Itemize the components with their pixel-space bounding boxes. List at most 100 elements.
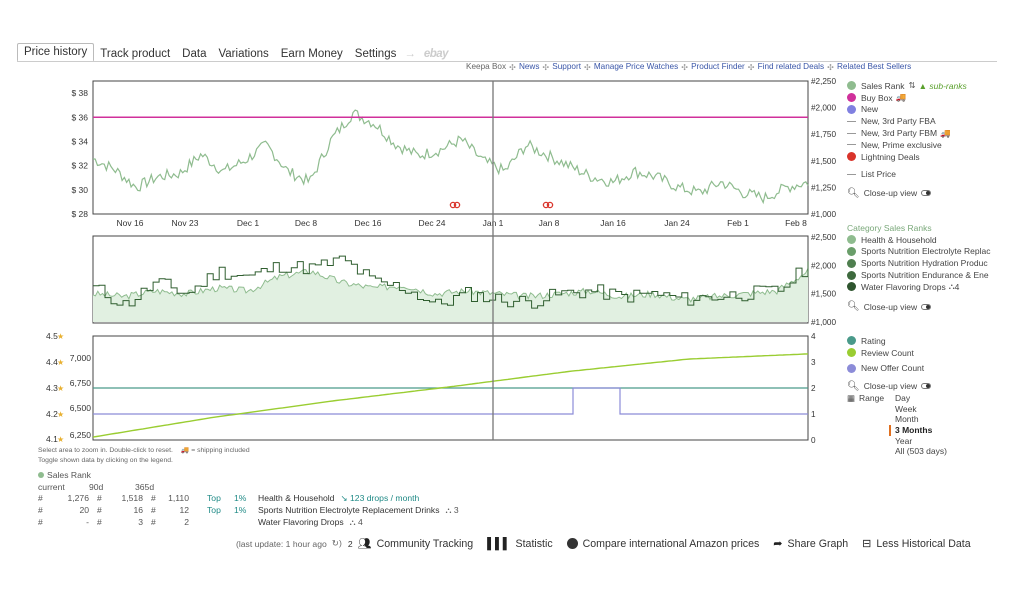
legend-label: Water Flavoring Drops [861, 281, 946, 292]
drops-per-month[interactable]: ↘ 123 drops / month [340, 492, 420, 503]
legend-new-prime[interactable]: New, Prime exclusive [847, 139, 967, 151]
tab-earn-money[interactable]: Earn Money [280, 48, 343, 60]
date-tick-label: Dec 1 [237, 218, 259, 228]
price-history-charts[interactable]: $ 38 $ 36 $ 34 $ 32 $ 30 $ 28 #2,250 #2,000 #1,… [0, 70, 845, 448]
plus-icon: ✣ [747, 63, 755, 72]
closeup-label: Close-up view [863, 381, 918, 392]
range-month[interactable]: Month [895, 414, 919, 425]
legend-cat-health[interactable]: Health & Household [847, 234, 990, 246]
category-name[interactable]: Sports Nutrition Electrolyte Replacement… [258, 505, 440, 516]
category-name[interactable]: Health & Household [258, 493, 335, 504]
legend-sales-rank[interactable]: Sales Rank ⇅ ▲ sub-ranks [847, 80, 967, 92]
tab-variations[interactable]: Variations [218, 48, 269, 60]
link-manage-price-watches[interactable]: Manage Price Watches [593, 62, 679, 71]
top-label: Top [207, 493, 221, 504]
magnifier-icon: 🔍︎ [847, 187, 860, 199]
compare-prices-button[interactable]: Compare international Amazon prices [566, 537, 760, 550]
current-rank: 20 [79, 505, 89, 516]
review-count-tick-label: 6,500 [70, 403, 92, 413]
less-historical-data-button[interactable]: ⊟ Less Historical Data [862, 537, 970, 551]
tab-ebay[interactable]: ebay [423, 48, 449, 60]
refresh-icon[interactable]: ↻) [331, 538, 342, 548]
legend-cat-endurance[interactable]: Sports Nutrition Endurance & Ene [847, 269, 990, 281]
legend-new-offer-count[interactable]: New Offer Count [847, 363, 947, 375]
category-tick-label: #1,000 [811, 318, 836, 327]
legend-new[interactable]: New [847, 104, 967, 116]
share-graph-button[interactable]: ➦ Share Graph [773, 537, 848, 551]
legend-cat-hydration[interactable]: Sports Nutrition Hydration Produc [847, 257, 990, 269]
category-rank-chart[interactable]: #2,500 #2,000 #1,500 #1,000 [92, 233, 836, 327]
range-week[interactable]: Week [895, 403, 917, 414]
category-name[interactable]: Water Flavoring Drops [258, 517, 344, 528]
legend-buy-box[interactable]: Buy Box 🚚 [847, 92, 967, 104]
rating-chart[interactable]: 4.5 ★4.4 ★4.3 ★4.2 ★4.1 ★7,0006,7506,5006,250… [46, 331, 816, 445]
rank-tick-label: #1,000 [811, 210, 836, 219]
bottom-toolbar: (last update: 1 hour ago ↻) 2 👥︎ Community … [236, 537, 985, 551]
link-keepa-box[interactable]: Keepa Box [466, 62, 507, 71]
lightning-deal-markers [449, 201, 554, 209]
tab-data[interactable]: Data [182, 48, 207, 60]
legend-review-count[interactable]: Review Count [847, 347, 947, 359]
legend-label: List Price [861, 169, 896, 180]
legend-rating[interactable]: Rating [847, 335, 947, 347]
star-icon: ★ [57, 358, 64, 367]
link-product-finder[interactable]: Product Finder [691, 62, 745, 71]
closeup-toggle-price[interactable]: 🔍︎ Close-up view [847, 187, 967, 199]
legend-cat-electrolyte[interactable]: Sports Nutrition Electrolyte Replac [847, 246, 990, 258]
toggle-icon[interactable] [921, 383, 932, 390]
closeup-toggle-category[interactable]: 🔍︎ Close-up view [847, 301, 990, 313]
rank-axis-labels: #2,250 #2,000 #1,750 #1,500 #1,250 #1,000 [811, 77, 836, 219]
date-tick-label: Nov 23 [172, 218, 199, 228]
hash: # [38, 493, 43, 504]
link-news[interactable]: News [518, 62, 540, 71]
legend-new-fba[interactable]: New, 3rd Party FBA [847, 115, 967, 127]
sub-ranks-link[interactable]: ▲ sub-ranks [919, 81, 967, 91]
range-all[interactable]: All (503 days) [895, 446, 947, 457]
range-label-wrap: ▦ Range [847, 393, 895, 457]
price-tick-label: $ 38 [71, 88, 88, 98]
price-tick-label: $ 30 [71, 185, 88, 195]
community-tracking-button[interactable]: 2 👥︎ Community Tracking [347, 537, 474, 551]
shipping-icon: 🚚 [180, 447, 190, 454]
community-label: Community Tracking [376, 537, 474, 550]
lightning-deal-marker [453, 201, 461, 209]
range-year[interactable]: Year [895, 435, 913, 446]
hash: # [97, 493, 102, 504]
last-update: (last update: 1 hour ago ↻) [236, 538, 342, 549]
top-links: Keepa Box ✣ News ✣ Support ✣ Manage Pric… [466, 62, 911, 72]
closeup-toggle-rating[interactable]: 🔍︎ Close-up view [847, 380, 947, 392]
link-related-best-sellers[interactable]: Related Best Sellers [836, 62, 912, 71]
range-label: Range [859, 393, 885, 404]
tab-price-history[interactable]: Price history [17, 43, 95, 62]
statistic-button[interactable]: ▌▌▌ Statistic [487, 538, 552, 550]
electrolyte-line [93, 255, 809, 309]
tab-divider [17, 61, 997, 62]
plus-icon: ✣ [681, 63, 689, 72]
90d-rank: 16 [133, 505, 143, 516]
compare-label: Compare international Amazon prices [582, 537, 760, 550]
legend-cat-water[interactable]: Water Flavoring Drops ⛬ 4 [847, 281, 990, 293]
legend-label: Sports Nutrition Endurance & Ene [861, 270, 989, 281]
toggle-icon[interactable] [921, 190, 932, 197]
community-count: 2 [347, 538, 353, 549]
legend-list-price[interactable]: List Price [847, 169, 967, 181]
category-tick-label: #2,500 [811, 233, 836, 242]
review-count-line [92, 353, 809, 438]
hierarchy-icon: ▲ [918, 80, 928, 91]
link-support[interactable]: Support [552, 62, 581, 71]
legend-lightning[interactable]: Lightning Deals [847, 151, 967, 163]
statistic-label: Statistic [515, 537, 553, 550]
link-find-related-deals[interactable]: Find related Deals [757, 62, 825, 71]
tab-settings[interactable]: Settings [354, 48, 397, 60]
date-tick-label: Feb 1 [727, 218, 749, 228]
range-3-months[interactable]: 3 Months [889, 424, 947, 436]
tab-track-product[interactable]: Track product [100, 48, 171, 60]
toggle-icon[interactable] [921, 303, 932, 310]
legend-label: Health & Household [861, 234, 937, 245]
current-rank: - [86, 517, 89, 528]
legend-new-fbm[interactable]: New, 3rd Party FBM 🚚 [847, 127, 967, 139]
price-chart[interactable]: $ 38 $ 36 $ 34 $ 32 $ 30 $ 28 #2,250 #2,000 #1,… [71, 77, 836, 228]
range-day[interactable]: Day [895, 393, 911, 404]
legend-label: New Offer Count [861, 363, 925, 374]
